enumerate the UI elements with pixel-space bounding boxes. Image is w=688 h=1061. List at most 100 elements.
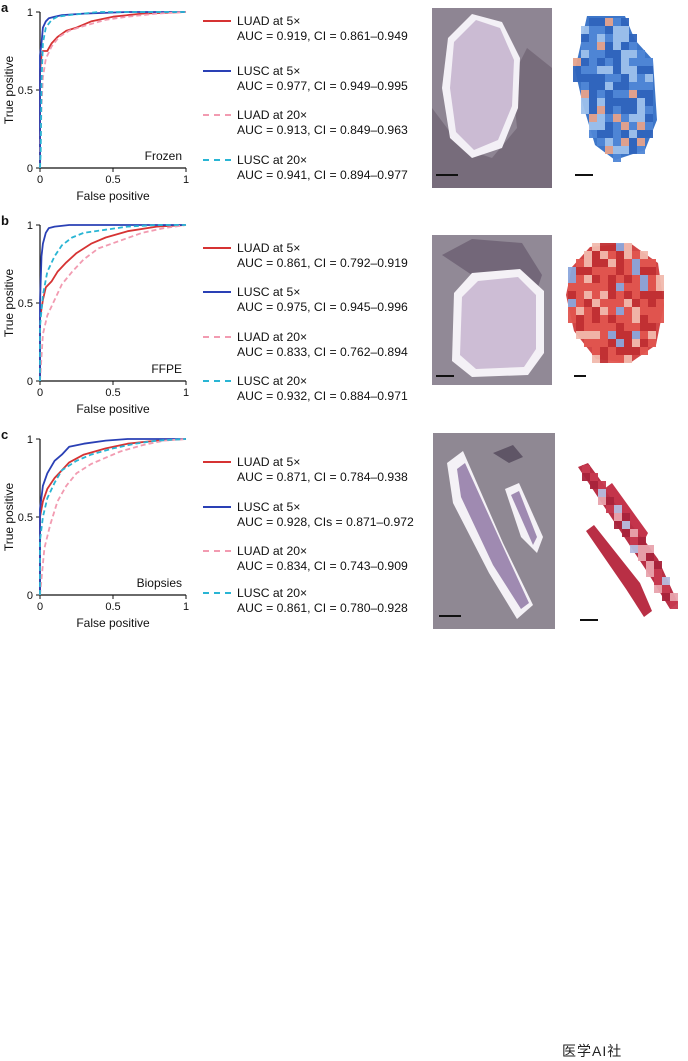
heatmap-tile bbox=[613, 58, 621, 66]
heatmap-tile bbox=[616, 339, 624, 347]
y-tick-label: 0 bbox=[27, 590, 33, 602]
heatmap-tile bbox=[581, 82, 589, 90]
heatmap-tile bbox=[608, 267, 616, 275]
heatmap-tile bbox=[637, 122, 645, 130]
heatmap-tile bbox=[613, 50, 621, 58]
heatmap-tile bbox=[656, 307, 664, 315]
heatmap-tile bbox=[606, 497, 614, 505]
heatmap-tile bbox=[616, 331, 624, 339]
heatmap-tile bbox=[568, 267, 576, 275]
legend-item-luad-20x: LUAD at 20× AUC = 0.913, CI = 0.849–0.96… bbox=[203, 108, 423, 140]
heatmap-tile bbox=[597, 130, 605, 138]
heatmap-tile bbox=[605, 122, 613, 130]
heatmap-tile bbox=[640, 347, 648, 355]
heatmap-tile bbox=[589, 98, 597, 106]
heatmap-tile bbox=[589, 90, 597, 98]
roc-curve-luad20 bbox=[39, 224, 187, 382]
roc-curve-lusc5 bbox=[39, 11, 186, 168]
heatmap-tile bbox=[605, 42, 613, 50]
panel-letter: b bbox=[1, 213, 9, 228]
heatmap-tile bbox=[605, 34, 613, 42]
roc-curve-luad5 bbox=[39, 224, 187, 381]
tissue-slide-image bbox=[432, 8, 552, 188]
heatmap-tile bbox=[624, 259, 632, 267]
heatmap-tile bbox=[656, 299, 664, 307]
heatmap-tile bbox=[613, 74, 621, 82]
legend-auc: AUC = 0.861, CI = 0.780–0.928 bbox=[237, 601, 408, 615]
heatmap-tile bbox=[645, 130, 653, 138]
heatmap-tile bbox=[616, 283, 624, 291]
heatmap-tile bbox=[598, 489, 606, 497]
heatmap-tile bbox=[656, 315, 664, 323]
legend-item-luad-20x: LUAD at 20× AUC = 0.834, CI = 0.743–0.90… bbox=[203, 544, 423, 576]
heatmap-tile bbox=[613, 82, 621, 90]
heatmap-tile bbox=[592, 275, 600, 283]
heatmap-tile bbox=[629, 146, 637, 154]
tile-heatmap bbox=[573, 16, 657, 176]
legend-swatch bbox=[203, 506, 231, 508]
heatmap-tile bbox=[592, 323, 600, 331]
heatmap-tile bbox=[592, 347, 600, 355]
heatmap-tile bbox=[589, 18, 597, 26]
legend-series-name: LUAD at 5× bbox=[237, 241, 301, 255]
heatmap-tile bbox=[576, 299, 584, 307]
tile-heatmap bbox=[578, 463, 678, 621]
legend-series-name: LUAD at 5× bbox=[237, 14, 301, 28]
x-axis-label: False positive bbox=[76, 616, 150, 630]
heatmap-tile bbox=[640, 307, 648, 315]
heatmap-tile bbox=[589, 42, 597, 50]
x-tick-label: 1 bbox=[183, 174, 189, 186]
heatmap-tile bbox=[581, 50, 589, 58]
heatmap-tile bbox=[608, 291, 616, 299]
y-tick-label: 1 bbox=[27, 7, 33, 19]
heatmap-tile bbox=[656, 275, 664, 283]
heatmap-tile bbox=[584, 259, 592, 267]
heatmap-tile bbox=[616, 251, 624, 259]
heatmap-tile bbox=[576, 331, 584, 339]
heatmap-tile bbox=[592, 355, 600, 363]
roc-chart: 00 0.5 0.5 1 1 False positive True positive FFP… bbox=[2, 220, 189, 416]
legend-auc: AUC = 0.834, CI = 0.743–0.909 bbox=[237, 559, 408, 573]
heatmap-tile bbox=[584, 331, 592, 339]
y-tick-label: 0 bbox=[27, 376, 33, 388]
heatmap-tile bbox=[600, 275, 608, 283]
heatmap-tile bbox=[621, 122, 629, 130]
heatmap-tile bbox=[645, 106, 653, 114]
heatmap-tile bbox=[645, 66, 653, 74]
panel-b: b 0 0 0.5 0.5 1 1 False positive True positive F… bbox=[0, 213, 688, 418]
heatmap-tile bbox=[592, 259, 600, 267]
heatmap-tile bbox=[640, 339, 648, 347]
heatmap-tile bbox=[600, 355, 608, 363]
heatmap-tile bbox=[645, 74, 653, 82]
heatmap-tile bbox=[624, 267, 632, 275]
heatmap-tile bbox=[630, 545, 638, 553]
heatmap-tile bbox=[589, 74, 597, 82]
heatmap-tile bbox=[613, 26, 621, 34]
heatmap-tile bbox=[605, 58, 613, 66]
heatmap-tile bbox=[576, 275, 584, 283]
x-tick-label: 1 bbox=[183, 387, 189, 399]
legend-item-lusc-20x: LUSC at 20× AUC = 0.941, CI = 0.894–0.97… bbox=[203, 153, 423, 185]
heatmap-tile bbox=[624, 347, 632, 355]
heatmap-tile bbox=[581, 90, 589, 98]
heatmap-tile bbox=[630, 529, 638, 537]
heatmap-tile bbox=[589, 114, 597, 122]
heatmap-tile bbox=[654, 577, 662, 585]
heatmap-tile bbox=[629, 138, 637, 146]
heatmap-tile bbox=[613, 154, 621, 162]
heatmap-tile bbox=[616, 275, 624, 283]
heatmap-tile bbox=[608, 339, 616, 347]
heatmap-tile bbox=[605, 26, 613, 34]
legend-swatch bbox=[203, 461, 231, 463]
heatmap-tile bbox=[637, 58, 645, 66]
heatmap-tile bbox=[621, 26, 629, 34]
heatmap-tile bbox=[629, 114, 637, 122]
heatmap-tile bbox=[576, 307, 584, 315]
heatmap-tile bbox=[592, 283, 600, 291]
legend-swatch bbox=[203, 247, 231, 249]
heatmap-tile bbox=[662, 585, 670, 593]
heatmap-tile bbox=[581, 42, 589, 50]
heatmap-tile bbox=[584, 299, 592, 307]
heatmap-tile bbox=[624, 291, 632, 299]
heatmap-tile bbox=[592, 299, 600, 307]
